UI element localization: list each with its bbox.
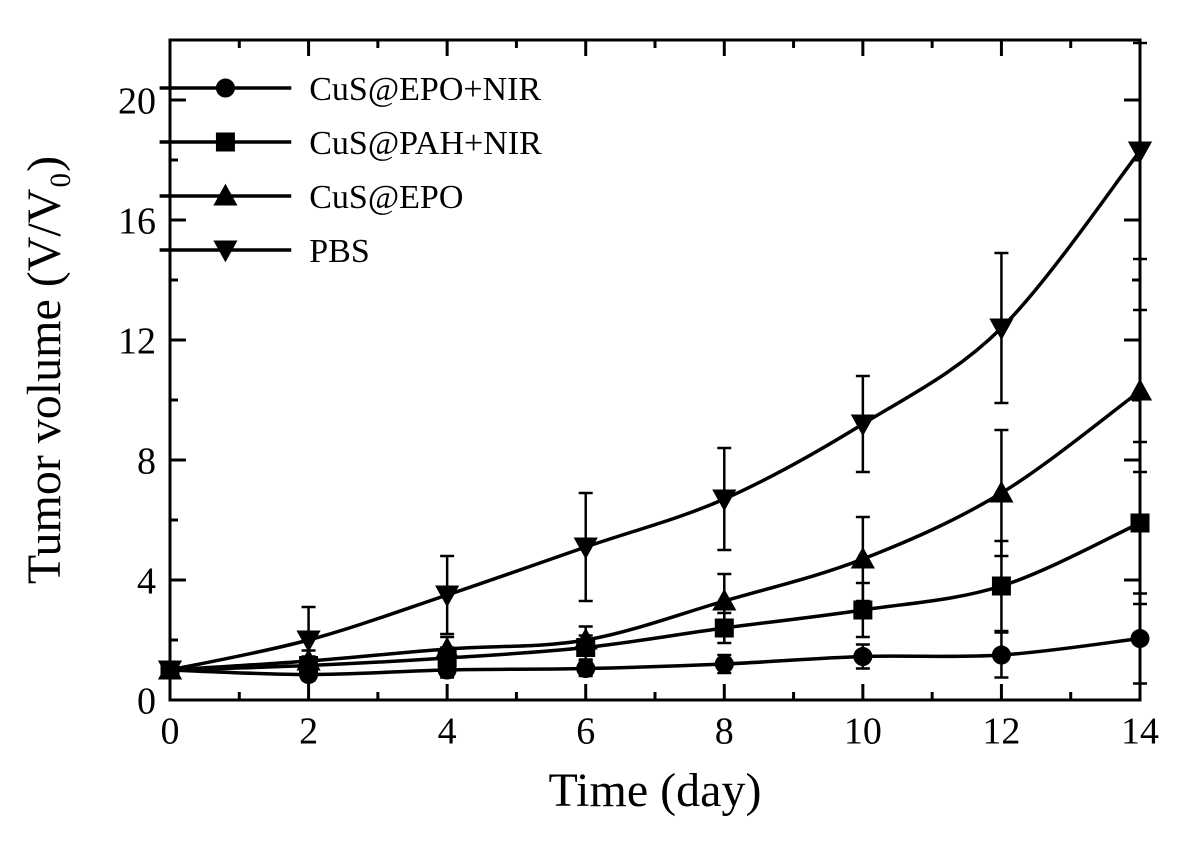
legend-label-cus_epo_nir: CuS@EPO+NIR	[309, 71, 541, 108]
y-tick-label: 8	[137, 440, 156, 482]
y-tick-label: 20	[118, 80, 156, 122]
x-tick-label: 0	[161, 711, 180, 753]
y-tick-label: 16	[118, 200, 156, 242]
y-axis-title: Tumor volume (V/V₀)	[18, 156, 71, 584]
x-tick-label: 14	[1121, 711, 1159, 753]
y-tick-label: 12	[118, 320, 156, 362]
y-tick-label: 4	[137, 560, 156, 602]
x-tick-label: 4	[438, 711, 457, 753]
x-tick-label: 10	[844, 711, 882, 753]
x-tick-label: 6	[576, 711, 595, 753]
x-tick-label: 2	[299, 711, 318, 753]
x-tick-label: 12	[982, 711, 1020, 753]
legend-label-cus_epo: CuS@EPO	[309, 179, 463, 216]
chart-container: 0 2 4 6 8 10 12 14 Time (day) 0 4 8 12 16 20 Tumor volu…	[0, 0, 1194, 857]
tumor-volume-line-chart: 0 2 4 6 8 10 12 14 Time (day) 0 4 8 12 16 20 Tumor volu…	[0, 0, 1194, 857]
x-axis-title: Time (day)	[549, 764, 762, 817]
y-tick-label: 0	[137, 680, 156, 722]
x-tick-label: 8	[715, 711, 734, 753]
legend-label-cus_pah_nir: CuS@PAH+NIR	[309, 125, 542, 162]
legend-label-pbs: PBS	[309, 233, 370, 270]
